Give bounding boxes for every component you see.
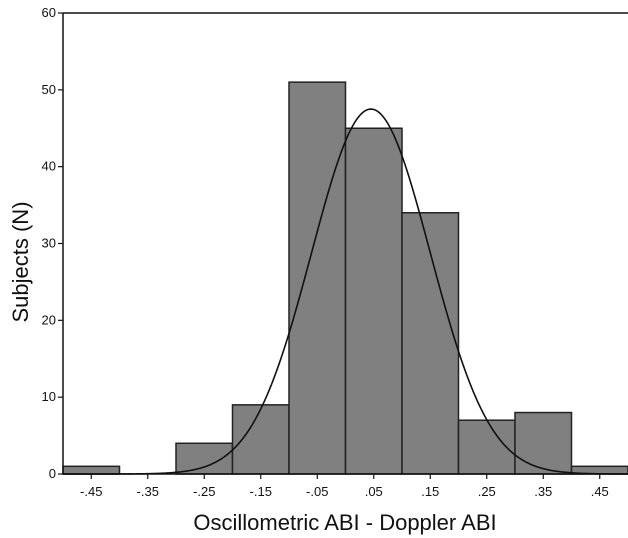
x-tick-label-4: -.05 [306,484,328,499]
histogram-bar-5 [344,127,403,475]
y-tick-label-2: 20 [42,312,56,327]
histogram-bar-0 [62,465,121,475]
histogram-bar-8 [514,411,573,475]
y-tick-label-1: 10 [42,389,56,404]
x-tick-label-0: -.45 [80,484,102,499]
x-tick-label-7: .25 [478,484,496,499]
histogram-bar-4 [288,81,347,475]
x-tick-label-5: .05 [365,484,383,499]
x-tick-label-2: -.25 [193,484,215,499]
x-axis-title: Oscillometric ABI - Doppler ABI [193,510,496,535]
y-tick-label-6: 60 [42,5,56,20]
histogram-bar-6 [401,212,460,475]
x-tick-label-1: -.35 [137,484,159,499]
x-tick-label-6: .15 [421,484,439,499]
y-tick-label-5: 50 [42,82,56,97]
plot-area: 0 10 20 30 40 50 60 -.45 -.35 -.25 -.15 -.05 .05 .15.… [42,5,628,499]
y-tick-label-0: 0 [49,466,56,481]
histogram-bar-2 [175,442,234,475]
histogram-bar-3 [231,404,290,475]
y-axis-title: Subjects (N) [8,201,33,322]
x-tick-label-9: .45 [591,484,609,499]
y-tick-label-4: 40 [42,159,56,174]
x-tick-label-3: -.15 [250,484,272,499]
y-tick-label-3: 30 [42,236,56,251]
x-tick-label-8: .35 [534,484,552,499]
